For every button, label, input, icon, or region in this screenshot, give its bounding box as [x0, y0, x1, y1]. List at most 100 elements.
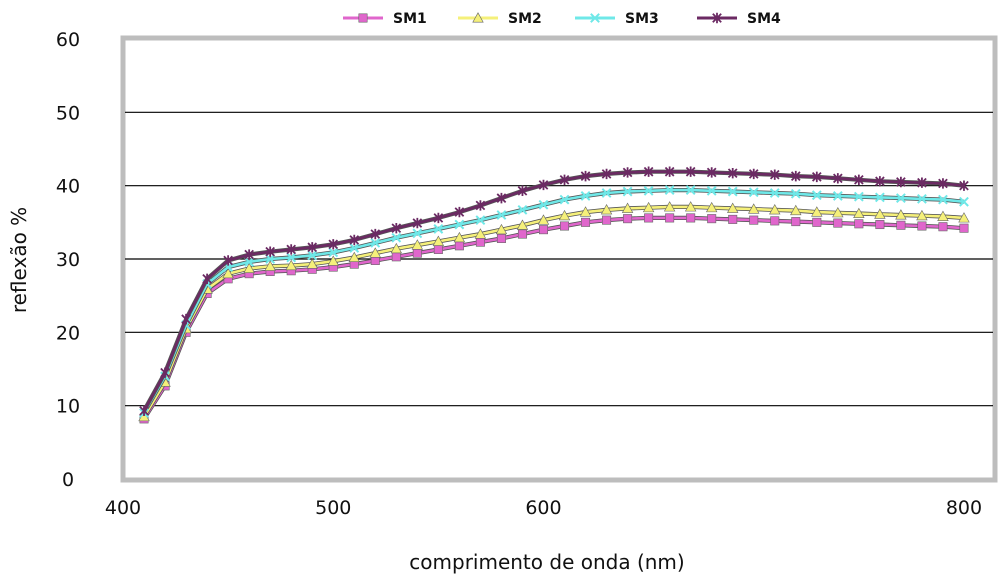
data-point: [286, 244, 297, 255]
legend-label: SM4: [747, 11, 781, 27]
series-line: [142, 188, 965, 414]
legend-swatch-marker: [712, 12, 722, 24]
legend-label: SM2: [508, 11, 542, 27]
data-point: [895, 209, 907, 220]
data-point: [874, 208, 886, 219]
data-point: [853, 191, 864, 202]
data-point: [454, 241, 464, 251]
data-point: [707, 214, 717, 224]
data-point: [875, 220, 885, 230]
legend-swatch-marker: [358, 13, 368, 23]
data-point: [517, 185, 528, 196]
data-point: [938, 222, 948, 232]
data-point: [748, 168, 759, 180]
legend-item: SM1: [343, 11, 427, 27]
data-point: [664, 185, 675, 195]
chart-legend: SM1 SM2 SM3 SM4: [343, 11, 781, 27]
data-point: [454, 206, 465, 218]
data-point: [496, 233, 506, 243]
data-point: [790, 170, 801, 182]
data-point: [769, 169, 780, 180]
data-point: [223, 255, 233, 266]
legend-swatch-marker: [590, 13, 600, 23]
data-point: [685, 166, 696, 177]
data-point: [307, 250, 318, 261]
data-point: [160, 367, 170, 378]
data-point: [348, 251, 360, 263]
data-point: [538, 225, 548, 235]
data-point: [643, 166, 654, 177]
data-point: [791, 217, 801, 227]
data-point: [328, 247, 339, 258]
data-point: [896, 176, 906, 188]
data-point: [475, 215, 486, 226]
y-tick-label: 60: [56, 29, 80, 51]
data-point: [748, 187, 759, 198]
data-point: [811, 190, 822, 201]
data-point: [854, 219, 864, 229]
data-point: [265, 254, 276, 264]
data-point: [306, 258, 318, 269]
data-point: [726, 202, 739, 213]
data-point: [705, 201, 718, 213]
legend-item: SM4: [697, 11, 781, 27]
data-point: [748, 203, 760, 214]
data-point: [706, 167, 717, 178]
data-point: [559, 194, 570, 205]
data-point: [643, 185, 654, 196]
data-point: [602, 215, 612, 225]
data-point: [937, 210, 949, 221]
series-line: [142, 205, 965, 418]
x-axis-ticks: 400 500 600 800: [105, 497, 982, 519]
data-point: [917, 193, 927, 204]
legend-item: SM3: [575, 11, 659, 27]
data-point: [684, 201, 697, 212]
data-point: [686, 213, 696, 223]
data-point: [474, 228, 487, 239]
data-point: [621, 202, 634, 213]
y-tick-label: 30: [56, 249, 80, 271]
data-point: [580, 170, 591, 182]
data-point: [769, 204, 781, 215]
data-point: [938, 194, 948, 205]
data-point: [601, 188, 612, 198]
series-sm2: [138, 201, 970, 422]
data-point: [181, 313, 191, 325]
data-point: [579, 206, 592, 217]
data-point: [244, 257, 255, 267]
data-point: [959, 196, 969, 207]
data-point: [832, 206, 844, 218]
data-point: [600, 204, 613, 215]
data-point: [833, 218, 843, 228]
data-point: [265, 246, 276, 257]
data-point: [875, 176, 885, 187]
data-point: [243, 262, 255, 274]
data-point: [433, 212, 444, 224]
data-point: [412, 248, 422, 258]
data-point: [264, 260, 276, 271]
data-point: [202, 273, 212, 284]
y-tick-label: 10: [56, 396, 80, 418]
data-point: [601, 168, 612, 180]
data-point: [412, 228, 423, 239]
data-point: [433, 224, 444, 234]
data-point: [959, 180, 969, 191]
data-point: [391, 232, 402, 243]
data-point: [432, 235, 445, 246]
data-point: [328, 239, 339, 250]
data-point: [517, 204, 528, 215]
data-point: [391, 252, 401, 262]
x-tick-label: 500: [315, 497, 351, 519]
data-point: [516, 219, 529, 230]
data-point: [644, 213, 654, 223]
data-point: [706, 185, 717, 196]
data-point: [959, 223, 969, 233]
series-sm4: [139, 166, 969, 416]
legend-item: SM2: [458, 11, 542, 27]
y-tick-label: 20: [56, 322, 80, 344]
data-point: [938, 178, 948, 189]
data-point: [581, 217, 591, 227]
data-point: [622, 186, 633, 197]
data-point: [390, 242, 403, 254]
